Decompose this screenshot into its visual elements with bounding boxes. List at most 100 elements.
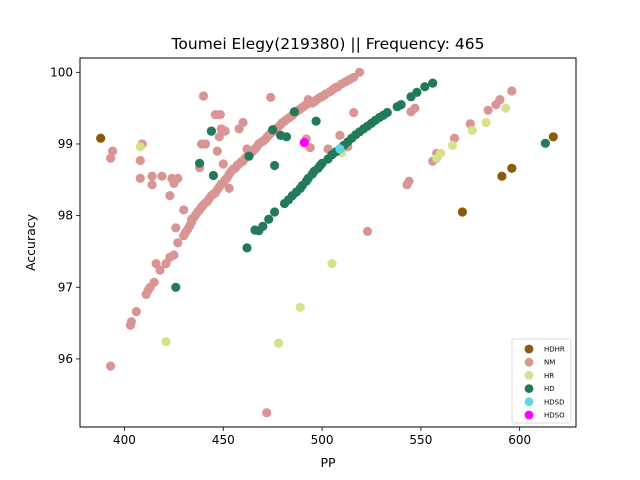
point-nm-134: [355, 67, 365, 77]
legend-label-hdsd: HDSD: [544, 398, 565, 406]
point-hr-8: [447, 140, 458, 150]
point-hd-26: [311, 116, 321, 126]
x-tick-label-450: 450: [212, 433, 235, 447]
point-hd-49: [412, 87, 422, 97]
point-hd-51: [428, 78, 438, 88]
point-nm-146: [495, 95, 505, 105]
legend-label-hr: HR: [544, 372, 554, 380]
legend-marker-hdhr: [524, 344, 534, 354]
point-hdhr-3: [507, 163, 517, 173]
y-tick-label-96: 96: [58, 352, 73, 366]
point-nm-142: [449, 133, 460, 143]
point-hd-45: [382, 107, 392, 118]
point-nm-1: [106, 153, 116, 163]
point-nm-12: [147, 180, 157, 190]
point-hdhr-2: [497, 171, 507, 181]
point-nm-20: [165, 191, 175, 201]
y-tick-label-99: 99: [58, 137, 73, 151]
point-hd-18: [289, 107, 299, 117]
point-hr-3: [295, 302, 305, 312]
point-nm-16: [155, 265, 165, 275]
point-nm-74: [238, 117, 248, 128]
point-nm-91: [266, 92, 276, 102]
point-hdhr-0: [96, 133, 106, 143]
point-hd-12: [270, 160, 280, 171]
series-hd: [171, 78, 551, 292]
point-hdso-0: [299, 137, 309, 148]
point-hd-47: [396, 100, 406, 110]
point-nm-24: [171, 223, 181, 233]
y-axis-label: Accuracy: [23, 213, 38, 271]
legend-marker-hd: [524, 384, 534, 393]
y-axis-ticks: 96 97 98 99 100: [50, 65, 80, 366]
legend-label-hdso: HDSO: [544, 412, 565, 420]
series-hdsd: [335, 144, 345, 154]
y-tick-label-97: 97: [58, 280, 73, 294]
point-hdhr-1: [457, 207, 467, 217]
series-nm: [106, 67, 517, 418]
x-tick-label-400: 400: [113, 433, 136, 447]
point-nm-147: [507, 86, 517, 96]
point-hd-0: [171, 282, 181, 292]
point-hr-9: [467, 125, 477, 135]
point-hr-2: [274, 338, 284, 348]
point-nm-127: [335, 130, 345, 140]
point-nm-44: [200, 139, 211, 149]
point-hdsd-0: [335, 144, 345, 154]
plot-frame: [79, 57, 577, 428]
point-hr-1: [161, 337, 171, 347]
legend-label-hdhr: HDHR: [544, 346, 565, 354]
point-nm-64: [224, 183, 234, 193]
y-tick-label-100: 100: [50, 65, 73, 79]
point-hd-11: [270, 207, 280, 217]
point-nm-4: [126, 317, 136, 327]
point-nm-137: [404, 176, 414, 186]
point-hd-9: [264, 214, 274, 224]
point-hr-7: [436, 148, 446, 158]
point-nm-17: [157, 171, 167, 181]
x-axis-label: PP: [320, 455, 336, 470]
point-hr-0: [135, 142, 145, 152]
point-hd-5: [244, 151, 254, 161]
point-hd-8: [258, 221, 268, 231]
legend-label-nm: NM: [544, 359, 555, 367]
y-tick-label-98: 98: [58, 209, 73, 223]
point-nm-7: [135, 155, 145, 166]
point-hd-52: [540, 138, 551, 148]
point-nm-13: [147, 171, 157, 181]
point-nm-28: [179, 205, 189, 215]
point-hd-15: [281, 132, 292, 142]
x-tick-label-600: 600: [508, 433, 531, 447]
point-nm-42: [198, 91, 209, 101]
point-hd-2: [206, 126, 216, 136]
point-nm-135: [362, 226, 373, 236]
point-nm-6: [135, 173, 145, 183]
legend-marker-nm: [524, 357, 534, 367]
legend-marker-hdso: [524, 410, 534, 420]
point-nm-2: [108, 146, 118, 156]
point-hr-10: [481, 117, 491, 128]
point-hd-50: [420, 82, 430, 92]
point-nm-132: [349, 107, 359, 118]
point-nm-139: [410, 103, 420, 113]
point-nm-0: [106, 361, 116, 371]
x-tick-label-550: 550: [409, 433, 432, 447]
point-nm-5: [131, 307, 141, 317]
point-nm-22: [169, 250, 179, 260]
point-nm-62: [220, 126, 230, 136]
data-points: [96, 67, 558, 418]
point-nm-56: [215, 110, 225, 120]
legend-marker-hr: [524, 371, 534, 380]
point-nm-55: [214, 132, 224, 142]
point-hdhr-4: [548, 132, 558, 142]
point-hd-10: [268, 125, 278, 135]
point-hr-11: [501, 103, 511, 113]
point-nm-53: [212, 146, 222, 156]
legend: HDHR NM HR HD HDSD HDSO: [511, 338, 572, 424]
point-nm-14: [149, 277, 159, 287]
x-axis-ticks: 400 450 500 550 600: [113, 427, 531, 447]
point-hd-3: [208, 170, 218, 181]
point-nm-25: [173, 238, 183, 248]
point-nm-144: [483, 105, 493, 115]
